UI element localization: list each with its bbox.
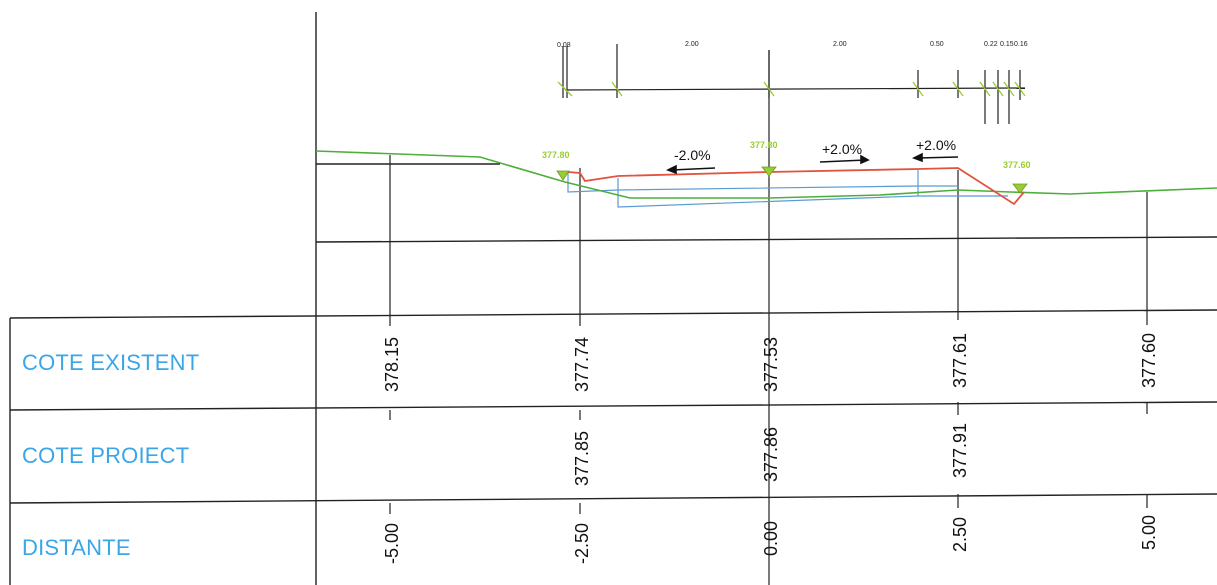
slope-label: -2.0%: [674, 147, 711, 163]
row-label-distante: DISTANTE: [22, 535, 131, 561]
dimension-label: 2.00: [685, 41, 699, 48]
slope-label: +2.0%: [822, 141, 862, 157]
table-row-divider-1: [10, 402, 1217, 410]
slope-arrow: [820, 160, 866, 162]
distance-value: 0.00: [761, 521, 781, 556]
proiect-value: 377.85: [572, 431, 592, 486]
existent-value: 377.61: [950, 333, 970, 388]
layer-line-2: [618, 178, 1008, 207]
frame-lines: [10, 12, 1217, 585]
row-label-cote-proiect: COTE PROIECT: [22, 443, 189, 469]
elevation-marker-label: 377.80: [750, 140, 778, 150]
dimension-label: 0.22: [984, 41, 998, 48]
proiect-value: 377.91: [950, 423, 970, 478]
slope-arrow: [918, 157, 958, 158]
dimension-label: 0.50: [930, 41, 944, 48]
elevation-marker-label: 377.60: [1003, 160, 1031, 170]
elevation-marker-label: 377.80: [542, 150, 570, 160]
reference-datum-line: [316, 237, 1217, 242]
elevation-marker-icon: [557, 171, 569, 180]
existent-value: 377.60: [1139, 333, 1159, 388]
proiect-value: 377.86: [761, 427, 781, 482]
distance-value: -2.50: [572, 523, 592, 564]
dimension-label: 0.16: [1014, 41, 1028, 48]
distance-value: -5.00: [382, 523, 402, 564]
slope-arrow: [672, 168, 715, 170]
dimension-line: [565, 88, 1025, 90]
table-row-divider-2: [10, 494, 1217, 503]
dimension-label: 0.15: [1000, 41, 1014, 48]
row-label-cote-existent: COTE EXISTENT: [22, 350, 199, 376]
slope-arrow-head: [914, 154, 922, 161]
table-top-border: [10, 310, 1217, 318]
dimension-label: 0.08: [557, 42, 571, 49]
existent-value: 378.15: [382, 337, 402, 392]
slope-label: +2.0%: [916, 137, 956, 153]
existing-terrain-line: [316, 151, 1217, 198]
slope-arrow-head: [668, 166, 676, 173]
existent-value: 377.74: [572, 337, 592, 392]
width-dimension: [563, 44, 1025, 124]
distance-value: 5.00: [1139, 515, 1159, 550]
station-lines: [390, 50, 1147, 585]
dimension-label: 2.00: [833, 41, 847, 48]
slope-arrow-head: [861, 156, 868, 163]
dimension-arrow: [558, 82, 572, 96]
distance-value: 2.50: [950, 517, 970, 552]
existent-value: 377.53: [761, 337, 781, 392]
